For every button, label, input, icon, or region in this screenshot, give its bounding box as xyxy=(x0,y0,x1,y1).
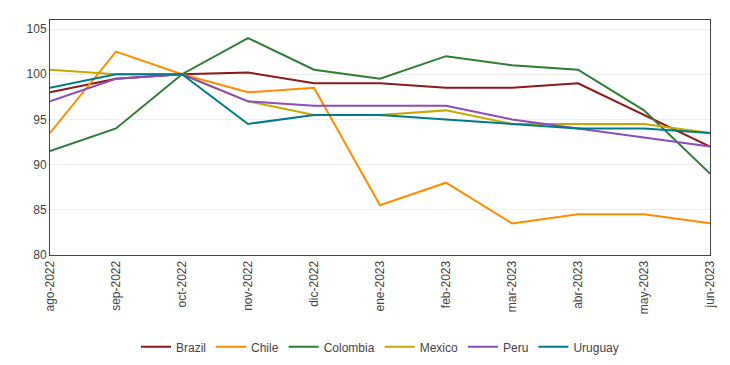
svg-text:sep-2022: sep-2022 xyxy=(109,260,123,310)
svg-text:abr-2023: abr-2023 xyxy=(571,260,585,308)
svg-text:95: 95 xyxy=(33,113,47,127)
svg-text:100: 100 xyxy=(27,67,47,81)
svg-text:80: 80 xyxy=(33,248,47,262)
svg-text:dic-2022: dic-2022 xyxy=(307,260,321,306)
svg-text:feb-2023: feb-2023 xyxy=(439,260,453,308)
svg-text:Peru: Peru xyxy=(503,341,528,355)
svg-text:ago-2022: ago-2022 xyxy=(43,260,57,311)
svg-text:Uruguay: Uruguay xyxy=(573,341,618,355)
svg-text:oct-2022: oct-2022 xyxy=(175,260,189,307)
svg-text:Chile: Chile xyxy=(251,341,279,355)
svg-text:90: 90 xyxy=(33,158,47,172)
svg-text:Colombia: Colombia xyxy=(324,341,375,355)
svg-text:nov-2022: nov-2022 xyxy=(241,260,255,310)
svg-text:mar-2023: mar-2023 xyxy=(505,260,519,312)
svg-text:Mexico: Mexico xyxy=(420,341,458,355)
svg-text:ene-2023: ene-2023 xyxy=(373,260,387,311)
svg-text:Brazil: Brazil xyxy=(176,341,206,355)
svg-text:may-2023: may-2023 xyxy=(637,260,651,314)
svg-text:105: 105 xyxy=(27,22,47,36)
svg-text:jun-2023: jun-2023 xyxy=(703,260,717,308)
svg-text:85: 85 xyxy=(33,203,47,217)
